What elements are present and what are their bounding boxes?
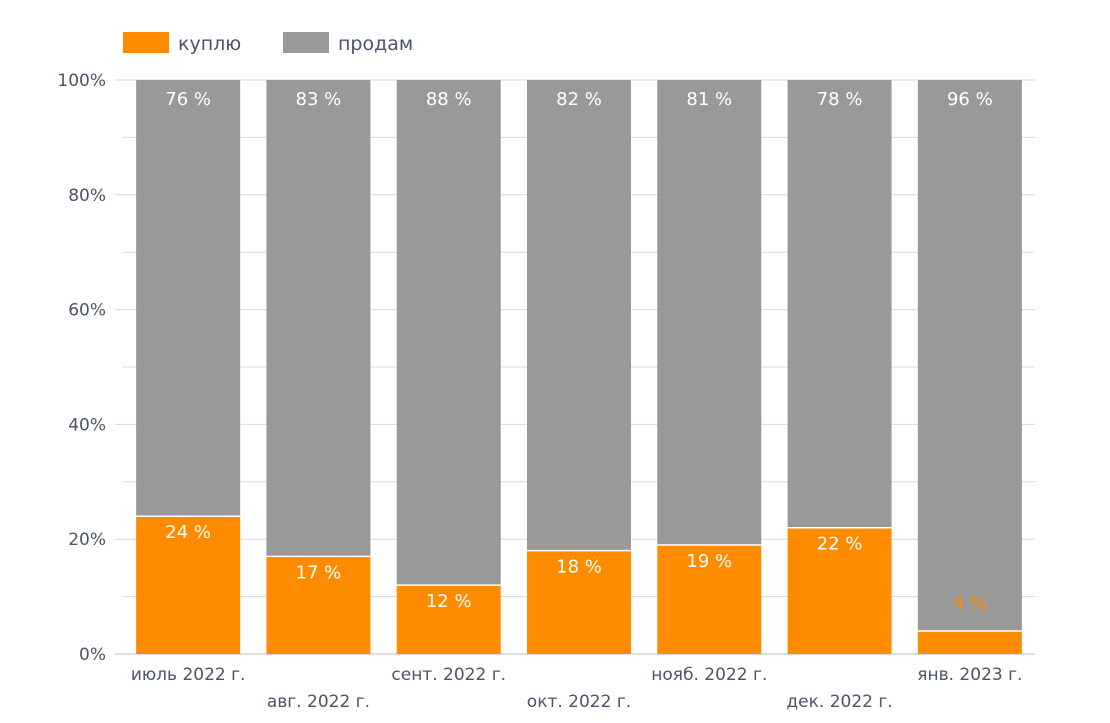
bar-segment-buy [396,585,501,654]
legend-swatch [123,32,169,53]
y-tick-label: 20% [68,530,106,550]
legend: куплю продам [123,32,413,55]
bar-segment-buy [136,516,241,654]
data-label-buy: 4 % [953,593,987,614]
data-label-sell: 76 % [165,89,211,110]
bars: 76 % 24 % 83 % 17 % 88 % 12 % 82 % 18 % 81 % 19 %… [136,80,1022,654]
x-tick-label: окт. 2022 г. [527,692,631,712]
data-label-buy: 12 % [426,591,472,612]
x-tick-label: сент. 2022 г. [391,665,506,685]
x-tick-label: авг. 2022 г. [267,692,370,712]
bar-segment-sell [657,80,762,545]
bar-segment-buy [787,527,892,654]
data-label-buy: 24 % [165,522,211,543]
bar-segment-sell [917,80,1022,632]
bar-segment-sell [527,80,631,551]
data-label-sell: 96 % [947,89,993,110]
bar-segment-buy [266,556,371,654]
data-label-buy: 19 % [686,551,732,572]
legend-label: куплю [178,33,241,55]
y-tick-label: 40% [68,415,106,435]
y-tick-label: 60% [68,301,106,321]
bar-segment-buy [917,631,1022,654]
data-label-buy: 18 % [556,557,602,578]
y-tick-label: 0% [79,645,106,665]
bar-segment-buy [657,544,762,654]
y-tick-label: 80% [68,186,106,206]
bar-segment-sell [396,80,501,586]
bar-segment-sell [787,80,892,528]
data-label-sell: 88 % [426,89,472,110]
x-tick-label: июль 2022 г. [131,665,246,685]
legend-label: продам [338,33,413,55]
data-label-sell: 82 % [556,89,602,110]
data-label-sell: 81 % [686,89,732,110]
x-tick-label: янв. 2023 г. [917,665,1022,685]
x-axis: июль 2022 г. авг. 2022 г. сент. 2022 г. окт… [131,665,1023,712]
x-tick-label: дек. 2022 г. [786,692,892,712]
data-label-buy: 17 % [296,562,342,583]
y-tick-label: 100% [57,71,106,91]
data-label-buy: 22 % [817,534,863,555]
data-label-sell: 83 % [296,89,342,110]
bar-segment-sell [266,80,371,557]
y-axis: 0% 20% 40% 60% 80% 100% [57,71,106,665]
bar-segment-buy [527,550,631,654]
data-label-sell: 78 % [817,89,863,110]
bar-segment-sell [136,80,241,517]
legend-swatch [283,32,329,53]
x-tick-label: нояб. 2022 г. [651,665,767,685]
